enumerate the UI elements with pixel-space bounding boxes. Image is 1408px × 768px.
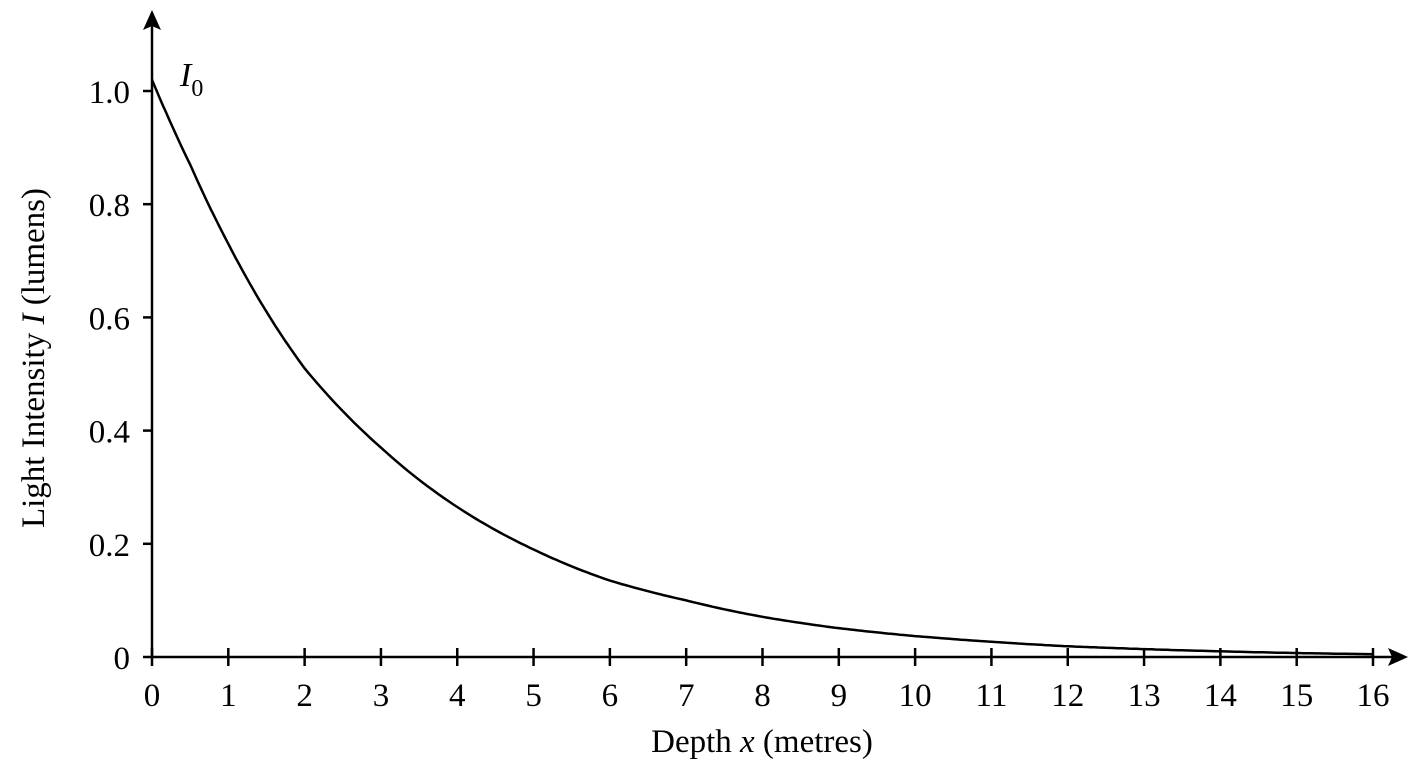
annotation-subscript: 0 <box>191 76 203 102</box>
x-tick-label: 12 <box>1051 678 1084 714</box>
y-tick-label: 0.6 <box>89 301 130 337</box>
x-tick-label: 5 <box>525 678 542 714</box>
x-tick-label: 2 <box>296 678 313 714</box>
x-tick-label: 16 <box>1357 678 1390 714</box>
x-tick-label: 14 <box>1204 678 1237 714</box>
x-tick-label: 8 <box>754 678 771 714</box>
series-line <box>150 79 1374 656</box>
x-tick-label: 1 <box>220 678 237 714</box>
y-axis-title-suffix: (lumens) <box>16 188 52 314</box>
x-tick-label: 13 <box>1128 678 1161 714</box>
x-axis-title-prefix: Depth <box>651 724 740 760</box>
x-tick-label: 9 <box>831 678 848 714</box>
x-axis-title-suffix: (metres) <box>755 724 873 760</box>
x-tick-label: 3 <box>373 678 390 714</box>
x-axis-title: Depth x (metres) <box>651 724 873 760</box>
y-tick-label: 1.0 <box>89 75 130 111</box>
y-tick-label: 0.8 <box>89 188 130 224</box>
y-axis-title: Light Intensity I (lumens) <box>16 188 52 528</box>
annotation-symbol: I <box>179 57 193 94</box>
y-axis-title-prefix: Light Intensity <box>16 325 52 528</box>
x-tick-label: 0 <box>144 678 161 714</box>
x-axis-title-variable: x <box>739 724 755 760</box>
x-ticks: 0 1 2 3 4 5 6 7 8 9 10 11 12 13 14 15 16 <box>144 648 1390 714</box>
y-axis-arrow <box>143 10 161 30</box>
x-axis-arrow <box>1388 648 1408 666</box>
x-tick-label: 11 <box>976 678 1008 714</box>
y-tick-label: 0.2 <box>89 528 130 564</box>
y-axis-title-variable: I <box>16 312 52 326</box>
annotation-i0: I0 <box>179 57 203 102</box>
y-tick-label: 0 <box>114 641 131 677</box>
y-ticks: 0 0.2 0.4 0.6 0.8 1.0 <box>89 75 152 677</box>
x-tick-label: 6 <box>602 678 619 714</box>
x-tick-label: 10 <box>899 678 932 714</box>
x-tick-label: 4 <box>449 678 466 714</box>
y-tick-label: 0.4 <box>89 415 130 451</box>
x-tick-label: 15 <box>1280 678 1313 714</box>
axes <box>143 10 1408 666</box>
x-tick-label: 7 <box>678 678 695 714</box>
